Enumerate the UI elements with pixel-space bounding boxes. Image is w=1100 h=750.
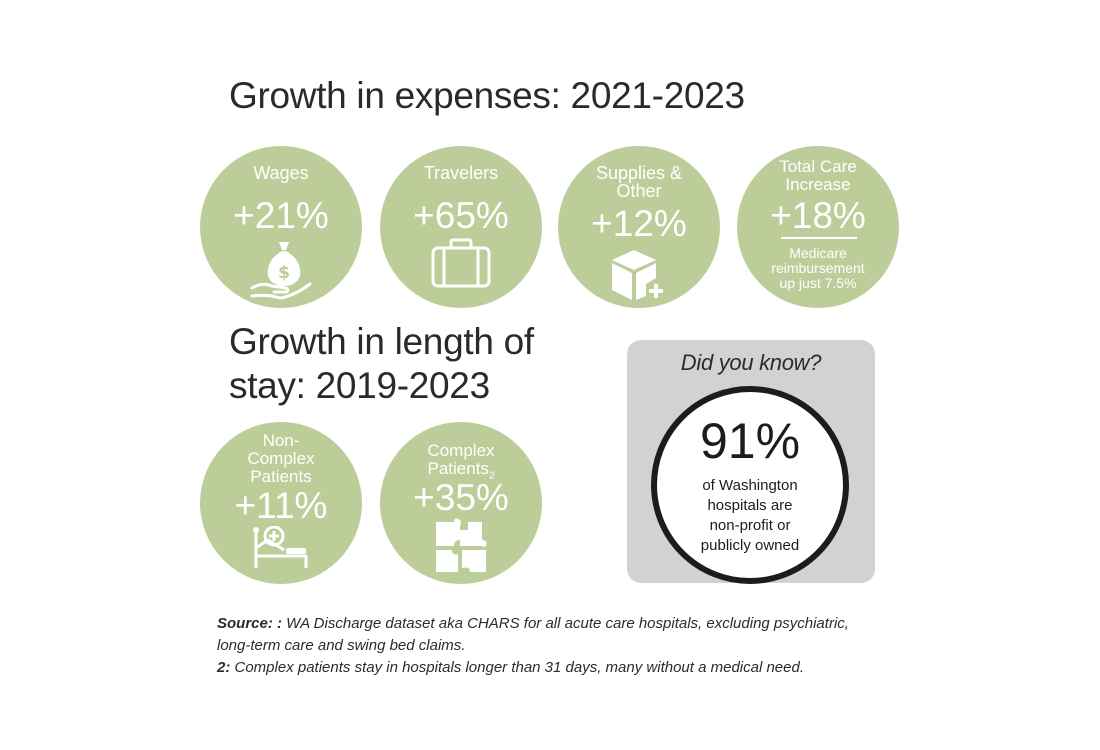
medicare-note-line3: up just 7.5% — [779, 275, 857, 291]
suitcase-icon — [431, 238, 491, 288]
did-you-know-text: of Washington hospitals are non-profit o… — [677, 476, 823, 556]
footnote-marker: 2 — [488, 470, 495, 482]
non-complex-label-line3: Patients — [250, 467, 312, 486]
wages-stat-circle: Wages +21% $ — [200, 146, 362, 308]
complex-label-text: Patients — [427, 459, 489, 478]
did-you-know-panel: Did you know? 91% of Washington hospital… — [627, 340, 875, 584]
travelers-stat-circle: Travelers +65% — [380, 146, 542, 308]
did-you-know-text-line4: publicly owned — [700, 537, 800, 554]
length-of-stay-heading-line1: Growth in length of — [229, 321, 534, 362]
did-you-know-text-line3: non-profit or — [709, 517, 791, 534]
hospital-bed-icon — [253, 526, 308, 568]
complex-label-line1: Complex — [427, 441, 495, 460]
medicare-note-line1: Medicare — [789, 245, 847, 261]
complex-label-line2: Patients2 — [380, 460, 542, 485]
puzzle-icon — [436, 518, 487, 572]
complex-value: +35% — [413, 477, 509, 518]
did-you-know-text-line2: hospitals are — [707, 497, 793, 514]
wages-value: +21% — [233, 195, 329, 236]
did-you-know-text-line1: of Washington — [702, 477, 798, 494]
money-bag-hand-icon: $ — [250, 242, 312, 300]
complex-stat-circle: Complex Patients2 +35% — [380, 422, 542, 584]
non-complex-stat-circle: Non- Complex Patients +11% — [200, 422, 362, 584]
did-you-know-title: Did you know? — [680, 350, 822, 375]
wages-label: Wages — [253, 163, 309, 183]
supplies-value: +12% — [591, 203, 687, 244]
total-care-value: +18% — [770, 195, 866, 236]
length-of-stay-heading-line2: stay: 2019-2023 — [229, 365, 490, 406]
travelers-label: Travelers — [423, 163, 499, 183]
expenses-heading: Growth in expenses: 2021-2023 — [229, 75, 745, 116]
source-label: Source: : — [217, 615, 283, 632]
non-complex-value: +11% — [234, 485, 328, 526]
source-footnote: Source: : WA Discharge dataset aka CHARS… — [217, 613, 917, 635]
travelers-value: +65% — [413, 195, 509, 236]
box-plus-icon — [612, 250, 663, 300]
source-text-line2: long-term care and swing bed claims. — [217, 637, 466, 654]
note2-label: 2: — [217, 659, 231, 676]
medicare-note-line2: reimbursement — [771, 260, 865, 276]
total-care-label-line1: Total Care — [779, 157, 857, 176]
length-of-stay-heading: Growth in length of stay: 2019-2023 — [229, 320, 629, 408]
complex-footnote: 2: Complex patients stay in hospitals lo… — [217, 657, 917, 679]
svg-text:$: $ — [278, 263, 290, 283]
divider — [781, 237, 857, 239]
supplies-label-line2: Other — [616, 181, 662, 201]
did-you-know-ring: 91% of Washington hospitals are non-prof… — [651, 386, 849, 584]
supplies-label-line1: Supplies & — [595, 163, 683, 183]
non-complex-label-line1: Non- — [262, 431, 300, 450]
source-footnote-cont: long-term care and swing bed claims. — [217, 635, 917, 657]
supplies-stat-circle: Supplies & Other +12% — [558, 146, 720, 308]
total-care-stat-circle: Total Care Increase +18% Medicare reimbu… — [737, 146, 899, 308]
total-care-label-line2: Increase — [785, 175, 851, 194]
non-complex-label-line2: Complex — [247, 449, 315, 468]
footnotes: Source: : WA Discharge dataset aka CHARS… — [217, 613, 917, 679]
note2-text: Complex patients stay in hospitals longe… — [230, 659, 805, 676]
nonprofit-percent: 91% — [699, 413, 801, 469]
source-text-line1: WA Discharge dataset aka CHARS for all a… — [282, 615, 849, 632]
